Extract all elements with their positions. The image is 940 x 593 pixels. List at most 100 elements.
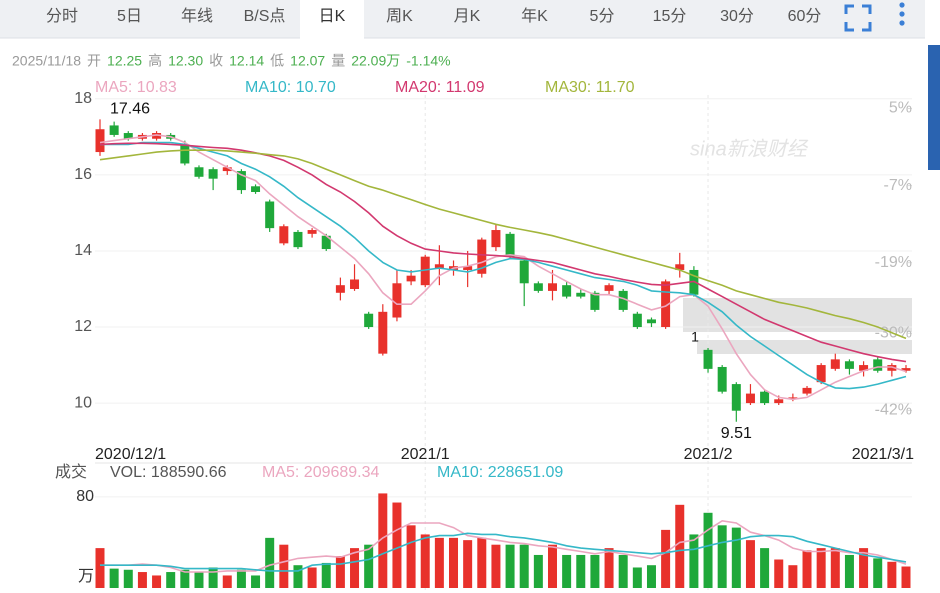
fullscreen-icon[interactable] [844, 4, 872, 32]
volume-bar [477, 537, 487, 588]
volume-bar [123, 569, 133, 588]
candle-body [646, 319, 656, 324]
volume-bar [802, 550, 812, 588]
quote-item: -1.14% [406, 53, 450, 69]
candle-body [533, 283, 543, 291]
volume-bar [265, 537, 275, 588]
volume-total: VOL: 188590.66 [110, 464, 227, 481]
candle-body [816, 365, 826, 383]
volume-bar [519, 544, 529, 588]
y-tick-label: 10 [74, 394, 92, 411]
candle-body [901, 368, 911, 371]
min-label: 9.51 [721, 425, 752, 442]
candle-body [208, 169, 218, 179]
candle-body [477, 239, 487, 274]
side-panel-edge[interactable] [928, 45, 940, 170]
candle-body [364, 313, 374, 328]
volume-bar [901, 566, 911, 588]
volume-bar [760, 548, 770, 588]
tab[interactable]: 15分 [653, 7, 687, 25]
legend-entry: MA20: 11.09 [395, 79, 485, 96]
quote-item: 开 [87, 53, 101, 69]
tab[interactable]: 分时 [46, 7, 78, 25]
volume-bar [194, 572, 204, 588]
volume-bar [307, 567, 317, 588]
volume-legend-entry: MA5: 209689.34 [262, 464, 380, 481]
volume-bar [236, 569, 246, 588]
tab[interactable]: 年线 [181, 7, 213, 25]
watermark: sina新浪财经 [690, 138, 809, 160]
tab[interactable]: 日K [319, 8, 346, 25]
volume-bar [95, 548, 105, 588]
volume-bar [166, 572, 176, 588]
fullscreen-glyph [844, 4, 872, 32]
more-icon[interactable] [899, 2, 905, 26]
candle-body [109, 125, 119, 135]
volume-bar [293, 565, 303, 588]
x-tick-label: 2021/1 [401, 446, 450, 463]
max-label: 17.46 [110, 101, 150, 118]
quote-item: 12.14 [229, 53, 264, 69]
tab[interactable]: 年K [521, 7, 548, 25]
candle-body [745, 393, 755, 404]
volume-bar [873, 558, 883, 588]
candle-body [350, 279, 360, 289]
y2-tick-label: -42% [875, 402, 912, 419]
volume-bar [463, 540, 473, 588]
marker-label: 1 [691, 329, 699, 345]
candle-body [844, 361, 854, 369]
tab[interactable]: 30分 [720, 7, 754, 25]
candle-body [279, 226, 289, 244]
dot [899, 20, 905, 26]
volume-title: 成交 [55, 463, 87, 481]
candle-body [859, 365, 869, 371]
volume-bar [859, 548, 869, 588]
candle-body [562, 285, 572, 297]
candle-body [265, 201, 275, 229]
volume-bar [434, 537, 444, 588]
volume-bar [335, 556, 345, 588]
candle-body [830, 359, 840, 369]
quote-item: 12.30 [168, 53, 203, 69]
candle-body [180, 144, 190, 164]
volume-bar [505, 544, 515, 588]
legend-entry: MA30: 11.70 [545, 79, 635, 96]
volume-bar [844, 554, 854, 588]
volume-bar [449, 537, 459, 588]
volume-bar [350, 548, 360, 588]
y2-tick-label: -7% [884, 177, 912, 194]
candle-body [123, 133, 133, 139]
candle-body [547, 283, 557, 291]
tab-bar [0, 0, 925, 38]
candle-body [717, 366, 727, 392]
volume-ma-line [100, 532, 907, 572]
volume-bar [251, 575, 261, 588]
candle-body [406, 275, 416, 282]
candle-body [321, 235, 331, 250]
candle-body [689, 269, 699, 295]
volume-bar [406, 525, 416, 588]
tab[interactable]: 5分 [590, 7, 615, 25]
candle-body [293, 231, 303, 248]
quote-item: 高 [148, 53, 162, 69]
tab[interactable]: 月K [454, 8, 481, 25]
candle-body [802, 387, 812, 394]
volume-bar [646, 565, 656, 588]
volume-ma-line [100, 519, 907, 573]
volume-bar [576, 554, 586, 588]
tab[interactable]: 5日 [117, 8, 142, 25]
quote-item: 低 [270, 53, 284, 69]
volume-bar [562, 554, 572, 588]
quote-item: 12.07 [290, 53, 325, 69]
y-tick-label: 18 [74, 90, 92, 107]
volume-bar [745, 540, 755, 588]
tab[interactable]: B/S点 [244, 7, 286, 25]
volume-bar [618, 554, 628, 588]
tab[interactable]: 周K [386, 8, 413, 25]
volume-bar [364, 544, 374, 588]
tab[interactable]: 60分 [788, 7, 822, 25]
dot [899, 2, 905, 8]
volume-bar [689, 534, 699, 588]
volume-bar [533, 554, 543, 588]
volume-bar [392, 502, 402, 588]
